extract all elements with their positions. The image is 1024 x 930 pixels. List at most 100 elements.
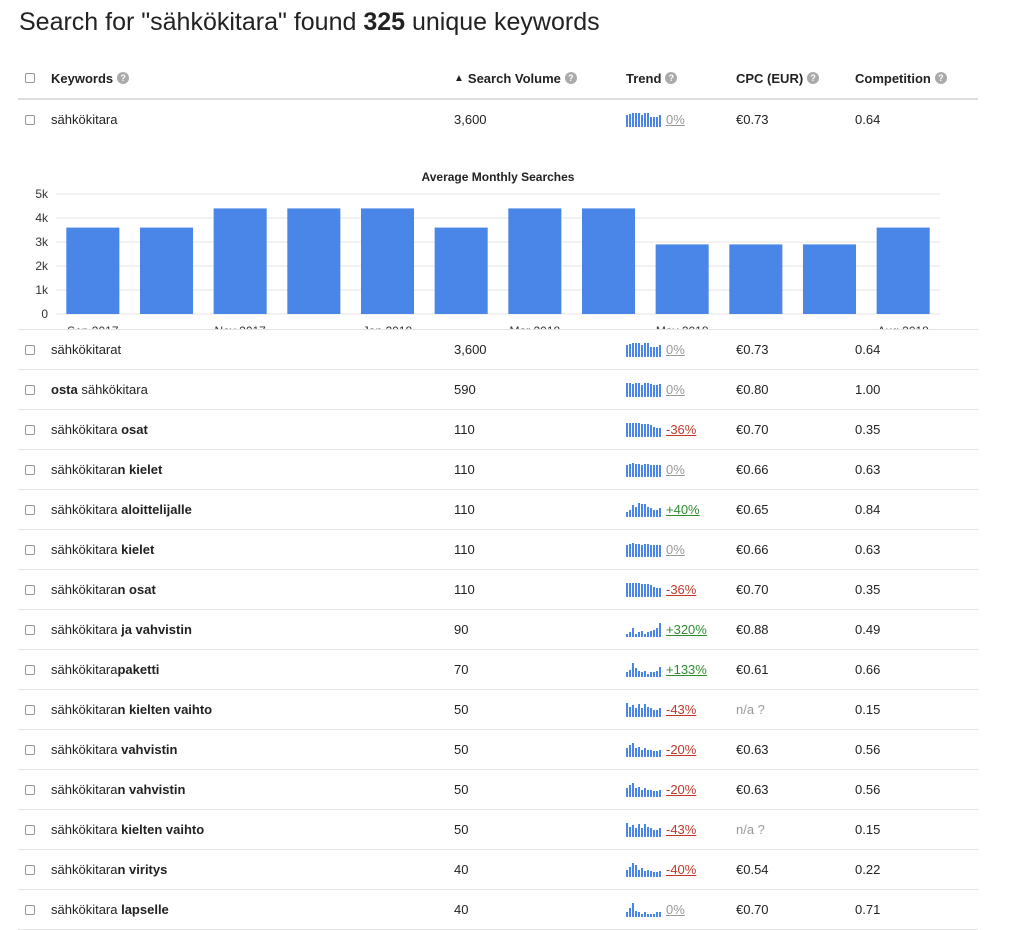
table-row[interactable]: sähkökitara ja vahvistin 90 +320% €0.88 … xyxy=(18,610,978,650)
select-all-checkbox[interactable] xyxy=(25,73,35,83)
table-row[interactable]: sähkökitara n osat 110 -36% €0.70 0.35 xyxy=(18,570,978,610)
table-row[interactable]: sähkökitara n viritys 40 -40% €0.54 0.22 xyxy=(18,850,978,890)
row-checkbox[interactable] xyxy=(25,784,35,795)
trend-percent[interactable]: -40% xyxy=(666,862,697,877)
chart-bar xyxy=(66,227,120,314)
question-circle-icon[interactable]: ? xyxy=(934,72,947,84)
table-row[interactable]: sähkökitara n kielet 110 0% €0.66 0.63 xyxy=(18,450,978,490)
col-trend[interactable]: Trend? xyxy=(626,58,678,98)
keyword-text[interactable]: sähkökitara n kielet xyxy=(51,450,162,489)
trend-sparkline xyxy=(626,822,662,837)
keyword-text[interactable]: sähkökitara n kielten vaihto xyxy=(51,690,212,729)
table-row[interactable]: sähkökitara vahvistin 50 -20% €0.63 0.56 xyxy=(18,730,978,770)
trend-percent[interactable]: -36% xyxy=(666,422,697,437)
sparkline-bar xyxy=(659,383,661,397)
row-checkbox[interactable] xyxy=(25,114,35,125)
keyword-text[interactable]: sähkökitara kielten vaihto xyxy=(51,810,204,849)
trend-percent[interactable]: 0% xyxy=(666,542,685,557)
sparkline-bar xyxy=(629,908,631,917)
sparkline-bar xyxy=(656,709,658,717)
keyword-text[interactable]: sähkökitara xyxy=(51,112,118,127)
trend-percent[interactable]: -43% xyxy=(666,822,697,837)
sparkline-bar xyxy=(632,542,634,557)
trend-percent[interactable]: 0% xyxy=(666,342,685,357)
table-row[interactable]: sähkökitara osat 110 -36% €0.70 0.35 xyxy=(18,410,978,450)
row-checkbox[interactable] xyxy=(25,544,35,555)
keyword-text[interactable]: sähkökitara paketti xyxy=(51,650,159,689)
row-checkbox[interactable] xyxy=(25,704,35,715)
col-keywords[interactable]: Keywords? xyxy=(51,58,130,98)
keyword-text[interactable]: sähkökitara n osat xyxy=(51,570,156,609)
sparkline-bar xyxy=(632,628,634,637)
sparkline-bar xyxy=(659,912,661,917)
trend-percent[interactable]: -20% xyxy=(666,782,697,797)
row-checkbox[interactable] xyxy=(25,744,35,755)
table-row[interactable]: sähkökitara kielten vaihto 50 -43% n/a ?… xyxy=(18,810,978,850)
col-competition[interactable]: Competition? xyxy=(855,58,947,98)
trend-percent[interactable]: 0% xyxy=(666,112,685,127)
row-checkbox[interactable] xyxy=(25,344,35,355)
sparkline-bar xyxy=(659,428,661,437)
keyword-text[interactable]: sähkökitara n vahvistin xyxy=(51,770,185,809)
question-circle-icon[interactable]: ? xyxy=(807,72,820,84)
sparkline-bar xyxy=(635,582,637,597)
table-row[interactable]: sähkökitara paketti 70 +133% €0.61 0.66 xyxy=(18,650,978,690)
trend-sparkline xyxy=(626,382,662,397)
row-checkbox[interactable] xyxy=(25,384,35,395)
sparkline-bar xyxy=(644,670,646,677)
row-checkbox[interactable] xyxy=(25,584,35,595)
row-checkbox[interactable] xyxy=(25,824,35,835)
sparkline-bar xyxy=(656,465,658,477)
trend-percent[interactable]: +40% xyxy=(666,502,700,517)
sparkline-bar xyxy=(635,828,637,837)
trend-percent[interactable]: +133% xyxy=(666,662,707,677)
keyword-text[interactable]: osta sähkökitara xyxy=(51,370,148,409)
row-checkbox[interactable] xyxy=(25,504,35,515)
row-checkbox[interactable] xyxy=(25,664,35,675)
trend-percent[interactable]: +320% xyxy=(666,622,707,637)
keyword-text[interactable]: sähkökitara kielet xyxy=(51,530,154,569)
sparkline-bar xyxy=(656,670,658,677)
sparkline-bar xyxy=(638,703,640,717)
row-checkbox[interactable] xyxy=(25,624,35,635)
keyword-text[interactable]: sähkökitara n viritys xyxy=(51,850,167,889)
sparkline-bar xyxy=(632,825,634,837)
trend-percent[interactable]: -20% xyxy=(666,742,697,757)
table-row[interactable]: sähkökitara n kielten vaihto 50 -43% n/a … xyxy=(18,690,978,730)
page-title: Search for "sähkökitara" found 325 uniqu… xyxy=(19,8,600,37)
cpc-value: €0.66 xyxy=(736,542,769,557)
sparkline-bar xyxy=(656,588,658,597)
table-row[interactable]: sähkökitara n vahvistin 50 -20% €0.63 0.5… xyxy=(18,770,978,810)
trend-sparkline xyxy=(626,742,662,757)
table-row[interactable]: sähkökitara aloittelijalle 110 +40% €0.6… xyxy=(18,490,978,530)
trend-percent[interactable]: 0% xyxy=(666,902,685,917)
table-row[interactable]: sähkökitarat 3,600 0% €0.73 0.64 xyxy=(18,330,978,370)
row-checkbox[interactable] xyxy=(25,864,35,875)
trend-percent[interactable]: 0% xyxy=(666,462,685,477)
col-cpc[interactable]: CPC (EUR)? xyxy=(736,58,820,98)
question-circle-icon[interactable]: ? xyxy=(117,72,130,84)
keyword-text[interactable]: sähkökitarat xyxy=(51,330,121,369)
trend-percent[interactable]: -36% xyxy=(666,582,697,597)
question-circle-icon[interactable]: ? xyxy=(564,72,577,84)
question-circle-icon[interactable]: ? xyxy=(665,72,678,84)
table-row[interactable]: sähkökitara lapselle 40 0% €0.70 0.71 xyxy=(18,890,978,930)
table-row[interactable]: osta sähkökitara 590 0% €0.80 1.00 xyxy=(18,370,978,410)
trend-percent[interactable]: -43% xyxy=(666,702,697,717)
trend-percent[interactable]: 0% xyxy=(666,382,685,397)
keyword-text[interactable]: sähkökitara lapselle xyxy=(51,890,169,929)
keyword-text[interactable]: sähkökitara vahvistin xyxy=(51,730,177,769)
keyword-text[interactable]: sähkökitara ja vahvistin xyxy=(51,610,192,649)
keyword-text[interactable]: sähkökitara osat xyxy=(51,410,148,449)
cpc-value: €0.70 xyxy=(736,902,769,917)
sparkline-bar xyxy=(632,862,634,877)
row-checkbox[interactable] xyxy=(25,464,35,475)
row-checkbox[interactable] xyxy=(25,424,35,435)
col-search-volume[interactable]: ▲ Search Volume? xyxy=(454,58,577,98)
keyword-bold-part: n viritys xyxy=(117,862,168,877)
keyword-text[interactable]: sähkökitara aloittelijalle xyxy=(51,490,192,529)
table-row[interactable]: sähkökitara 3,600 0% €0.73 0.64 xyxy=(18,100,978,139)
sparkline-bar xyxy=(629,826,631,837)
table-row[interactable]: sähkökitara kielet 110 0% €0.66 0.63 xyxy=(18,530,978,570)
row-checkbox[interactable] xyxy=(25,904,35,915)
